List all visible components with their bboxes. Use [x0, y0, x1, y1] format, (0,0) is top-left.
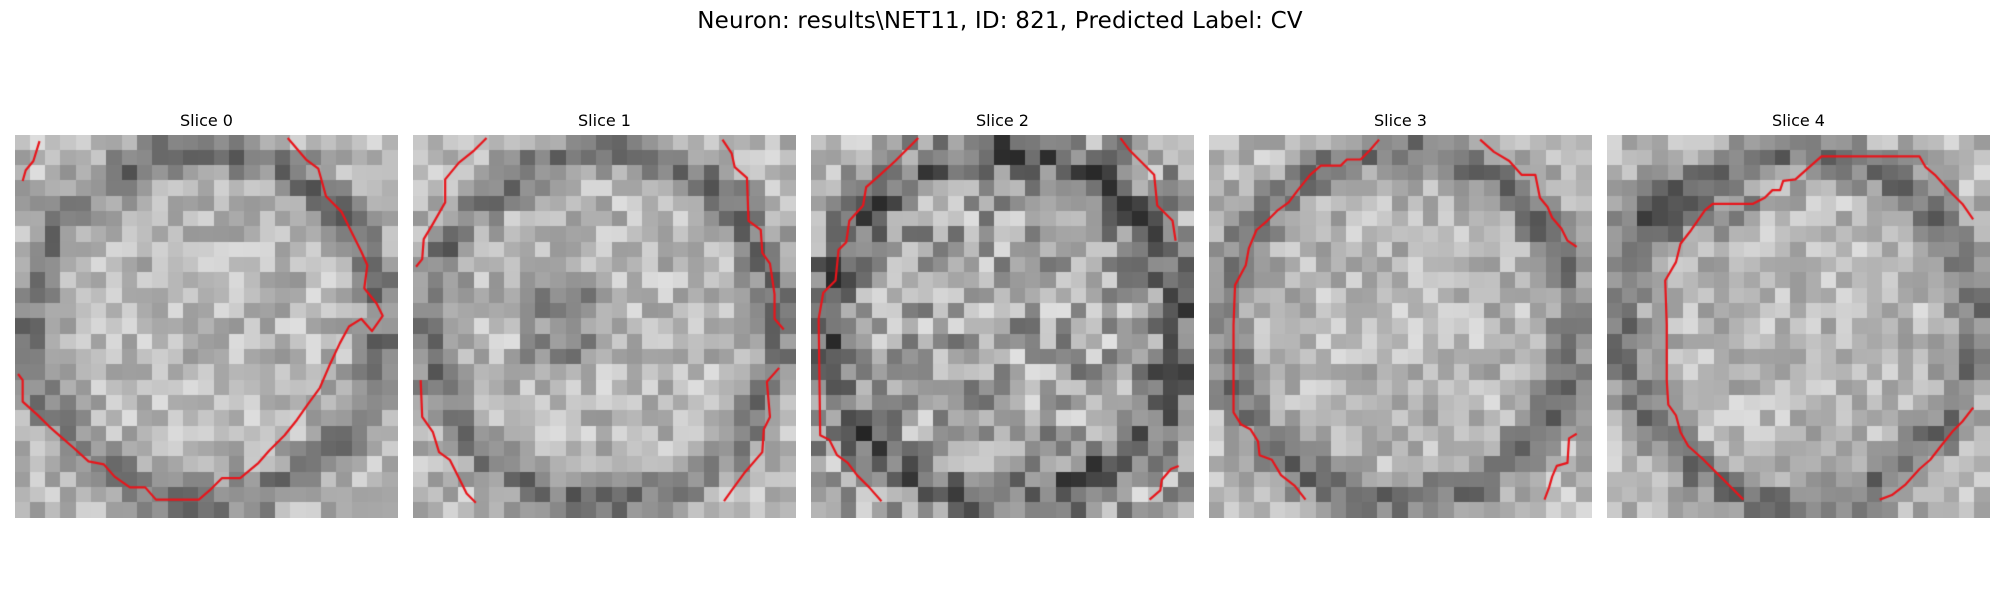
slice-panel-2: Slice 2: [811, 110, 1194, 518]
slice-title: Slice 1: [578, 111, 631, 130]
slice-image: [15, 135, 398, 518]
slice-panel-4: Slice 4: [1607, 110, 1990, 518]
slice-panel-1: Slice 1: [413, 110, 796, 518]
slice-panel-0: Slice 0: [15, 110, 398, 518]
slice-image: [811, 135, 1194, 518]
slice-image: [1607, 135, 1990, 518]
slice-panel-3: Slice 3: [1209, 110, 1592, 518]
slice-title: Slice 2: [976, 111, 1029, 130]
slice-image: [413, 135, 796, 518]
slice-title: Slice 4: [1772, 111, 1825, 130]
slice-title: Slice 0: [180, 111, 233, 130]
slice-image: [1209, 135, 1592, 518]
slice-title: Slice 3: [1374, 111, 1427, 130]
figure-title: Neuron: results\NET11, ID: 821, Predicte…: [697, 8, 1303, 34]
